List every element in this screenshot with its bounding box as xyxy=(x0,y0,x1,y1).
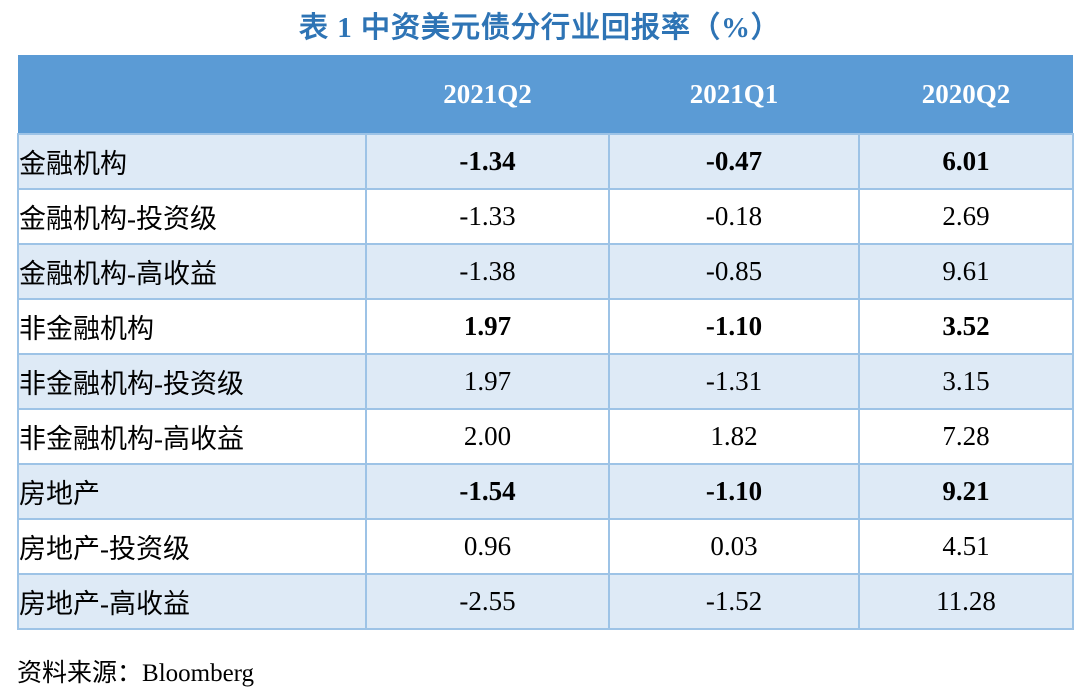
table-cell: -2.55 xyxy=(365,573,610,630)
table-cell: 1.82 xyxy=(608,408,860,465)
row-label: 金融机构-高收益 xyxy=(17,243,367,300)
table-cell: 7.28 xyxy=(858,408,1074,465)
row-label: 非金融机构 xyxy=(17,298,367,355)
table-cell: 4.51 xyxy=(858,518,1074,575)
table-row-realestate-hy: 房地产-高收益 -2.55 -1.52 11.28 xyxy=(17,573,1074,630)
table-cell: 9.21 xyxy=(858,463,1074,520)
table-cell: -1.52 xyxy=(608,573,860,630)
table-cell: -1.54 xyxy=(365,463,610,520)
table-cell: 0.96 xyxy=(365,518,610,575)
table-row-nonfinancial-hy: 非金融机构-高收益 2.00 1.82 7.28 xyxy=(17,408,1074,465)
header-2020q2: 2020Q2 xyxy=(859,55,1073,134)
table-cell: 11.28 xyxy=(858,573,1074,630)
table-cell: -1.10 xyxy=(608,463,860,520)
table-cell: 2.00 xyxy=(365,408,610,465)
table-row-realestate-ig: 房地产-投资级 0.96 0.03 4.51 xyxy=(17,518,1074,575)
table-cell: -1.33 xyxy=(365,188,610,245)
table-cell: -0.18 xyxy=(608,188,860,245)
table-cell: 3.52 xyxy=(858,298,1074,355)
table-title: 表 1 中资美元债分行业回报率（%） xyxy=(298,12,781,44)
table-cell: 1.97 xyxy=(365,353,610,410)
row-label: 金融机构-投资级 xyxy=(17,188,367,245)
source-value: Bloomberg xyxy=(142,660,255,687)
row-label: 非金融机构-高收益 xyxy=(17,408,367,465)
table-row-realestate: 房地产 -1.54 -1.10 9.21 xyxy=(17,463,1074,520)
source-note: 资料来源：Bloomberg xyxy=(17,653,254,689)
table-cell: 2.69 xyxy=(858,188,1074,245)
table-cell: -1.34 xyxy=(365,133,610,190)
header-2021q2: 2021Q2 xyxy=(366,55,609,134)
row-label: 房地产 xyxy=(17,463,367,520)
header-row: 2021Q2 2021Q1 2020Q2 xyxy=(18,55,1073,134)
table-row-nonfinancial-ig: 非金融机构-投资级 1.97 -1.31 3.15 xyxy=(17,353,1074,410)
row-label: 非金融机构-投资级 xyxy=(17,353,367,410)
table-cell: -1.10 xyxy=(608,298,860,355)
table-cell: -0.47 xyxy=(608,133,860,190)
table-cell: 3.15 xyxy=(858,353,1074,410)
table-cell: 6.01 xyxy=(858,133,1074,190)
table-row-financial-hy: 金融机构-高收益 -1.38 -0.85 9.61 xyxy=(17,243,1074,300)
table-cell: -1.31 xyxy=(608,353,860,410)
header-2021q1: 2021Q1 xyxy=(609,55,859,134)
table-row-financial: 金融机构 -1.34 -0.47 6.01 xyxy=(17,133,1074,190)
table-cell: -0.85 xyxy=(608,243,860,300)
header-empty-cell xyxy=(18,55,366,134)
table-cell: 9.61 xyxy=(858,243,1074,300)
table-cell: 0.03 xyxy=(608,518,860,575)
table-cell: -1.38 xyxy=(365,243,610,300)
table-cell: 1.97 xyxy=(365,298,610,355)
row-label: 房地产-高收益 xyxy=(17,573,367,630)
sector-returns-table: 2021Q2 2021Q1 2020Q2 金融机构 -1.34 -0.47 6.… xyxy=(17,55,1074,630)
table-row-nonfinancial: 非金融机构 1.97 -1.10 3.52 xyxy=(17,298,1074,355)
row-label: 金融机构 xyxy=(17,133,367,190)
row-label: 房地产-投资级 xyxy=(17,518,367,575)
source-label: 资料来源： xyxy=(17,660,143,687)
table-row-financial-ig: 金融机构-投资级 -1.33 -0.18 2.69 xyxy=(17,188,1074,245)
